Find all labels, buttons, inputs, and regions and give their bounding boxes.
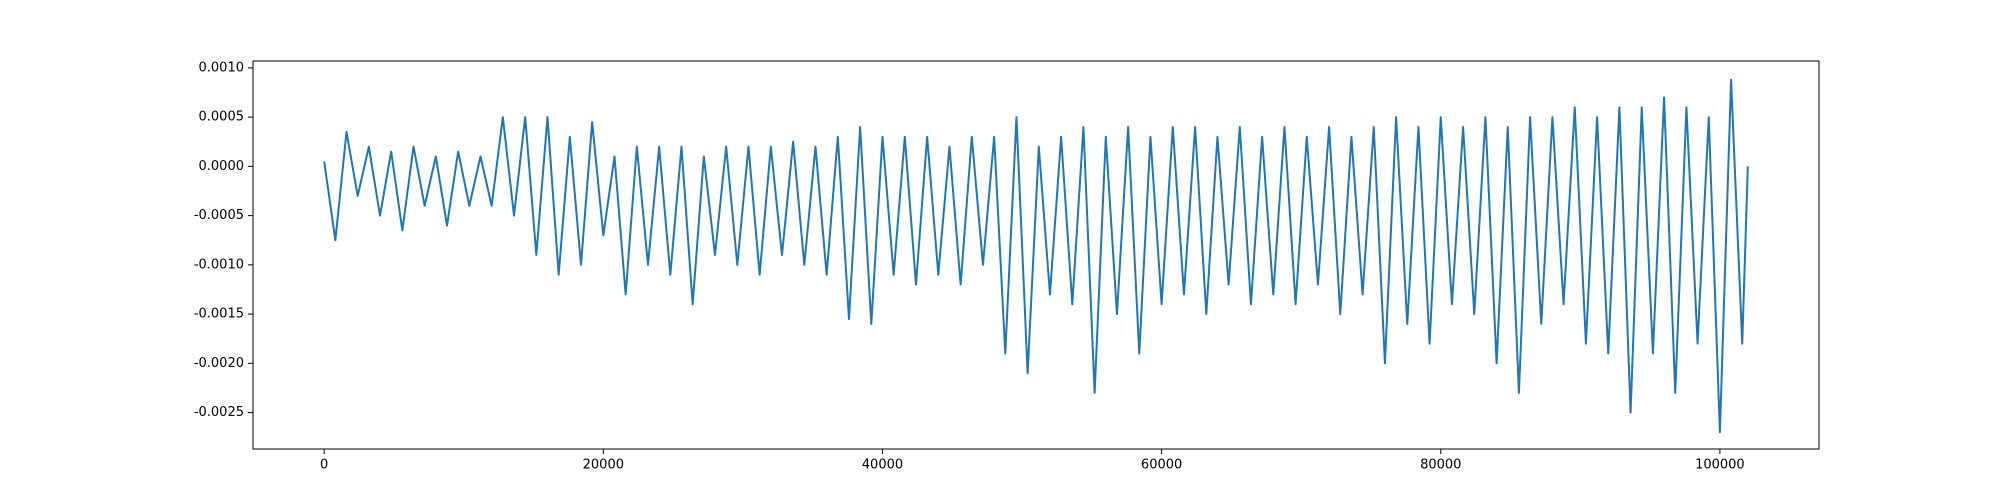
data-line bbox=[323, 78, 1749, 434]
y-tick-label: 0.0005 bbox=[199, 110, 245, 125]
x-tick-label: 20000 bbox=[583, 458, 624, 473]
x-tick-label: 80000 bbox=[1420, 458, 1461, 473]
x-tick-label: 0 bbox=[320, 458, 328, 473]
x-tick-label: 40000 bbox=[862, 458, 903, 473]
y-tick-label: -0.0005 bbox=[194, 208, 244, 223]
x-tick-label: 60000 bbox=[1141, 458, 1182, 473]
y-tick-label: -0.0015 bbox=[194, 307, 244, 322]
y-tick-label: -0.0025 bbox=[194, 405, 244, 420]
y-tick-label: 0.0010 bbox=[199, 60, 245, 75]
y-tick-label: -0.0010 bbox=[194, 257, 244, 272]
y-tick-label: -0.0020 bbox=[194, 356, 244, 371]
plot-frame bbox=[252, 60, 1820, 450]
y-tick-label: 0.0000 bbox=[199, 159, 245, 174]
x-tick-label: 100000 bbox=[1695, 458, 1745, 473]
